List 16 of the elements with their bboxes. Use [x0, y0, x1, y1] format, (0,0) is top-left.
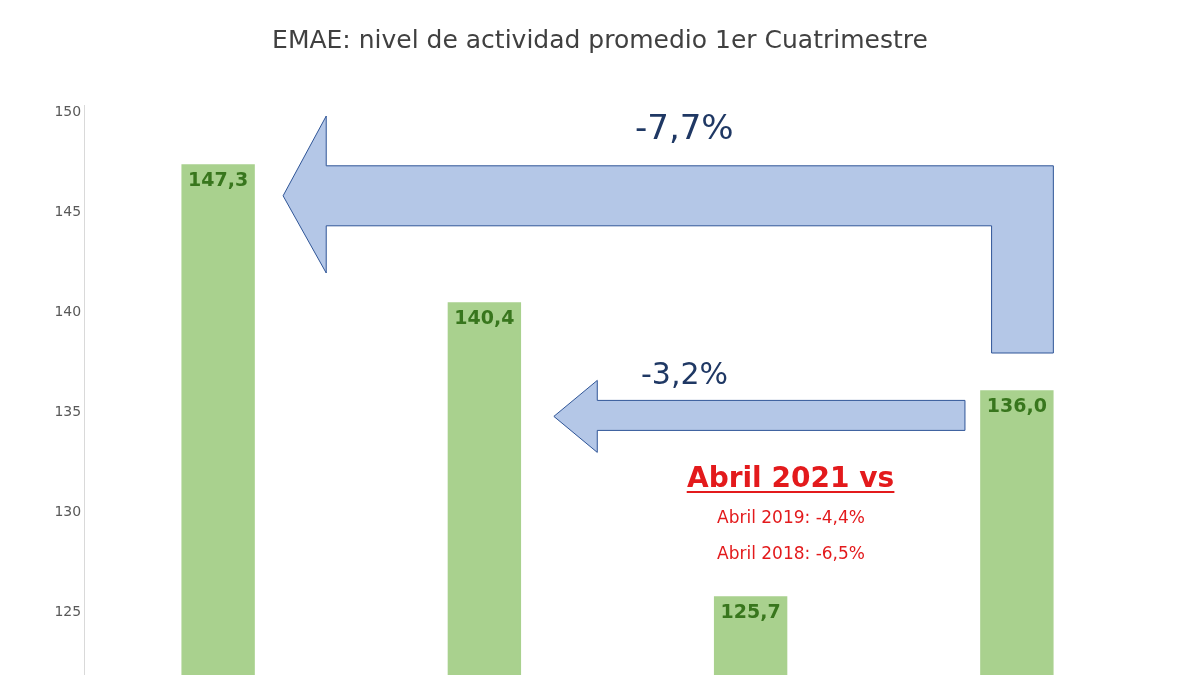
data-label: 136,0 [986, 394, 1047, 416]
chart-title: EMAE: nivel de actividad promedio 1er Cuatrimestre [272, 24, 928, 54]
y-tick-label: 140 [54, 302, 82, 319]
annotation: Abril 2019: -4,4% [717, 507, 865, 527]
y-tick-label: 130 [54, 502, 82, 519]
y-tick-label: 125 [54, 602, 82, 619]
data-label: 140,4 [454, 306, 515, 328]
annotation: Abril 2021 vs [687, 461, 895, 494]
annotation: -3,2% [641, 356, 729, 391]
y-tick-label: 150 [54, 102, 82, 119]
data-label: 125,7 [720, 600, 781, 622]
annotation: -7,7% [635, 107, 734, 147]
y-tick-label: 145 [54, 202, 82, 219]
annotation: Abril 2018: -6,5% [717, 543, 865, 563]
y-tick-label: 135 [54, 402, 82, 419]
data-label: 147,3 [188, 168, 249, 190]
